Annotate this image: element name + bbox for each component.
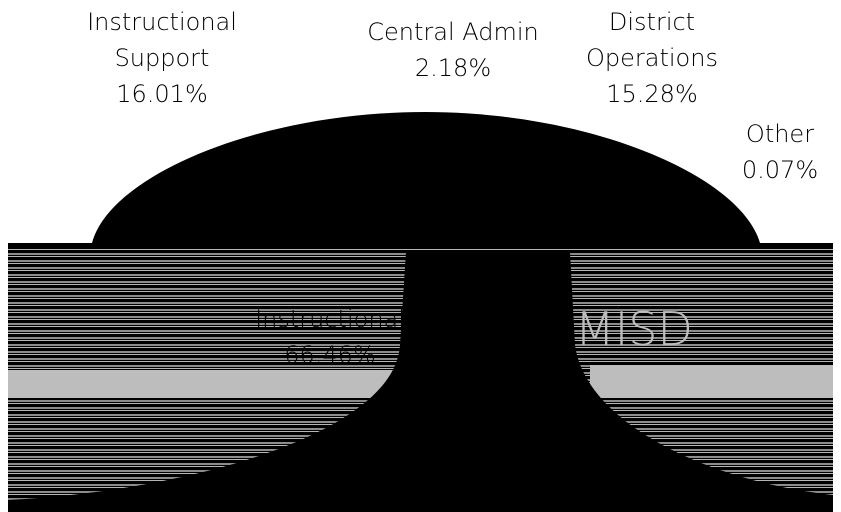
slice-label-instructional-support: Instructional Support 16.01% (87, 8, 237, 108)
slice-label-line: 15.28% (606, 80, 698, 108)
slice-label-line: Central Admin (367, 18, 539, 46)
slice-label-district-operations: District Operations 15.28% (586, 8, 718, 108)
slice-labels: Instructional 66.46% Instructional Support 1… (87, 8, 818, 369)
pie-top-surface (92, 112, 760, 243)
slice-label-line: Instructional (87, 8, 237, 36)
slice-label-line: Instructional (255, 305, 405, 333)
pie-side-highlight-left (8, 370, 398, 398)
slice-label-line: Operations (586, 44, 718, 72)
slice-label-line: Other (746, 120, 814, 148)
pie-center-funnel (8, 252, 833, 512)
slice-label-central-admin: Central Admin 2.18% (367, 18, 539, 82)
slice-label-line: 0.07% (742, 156, 818, 184)
slice-label-line: 66.46% (284, 341, 376, 369)
slice-label-line: 16.01% (116, 80, 208, 108)
pie-rim (8, 243, 833, 249)
slice-label-other: Other 0.07% (742, 120, 818, 184)
pie-side-highlight-right (590, 365, 833, 398)
center-label: MISD (575, 302, 693, 356)
slice-label-line: District (609, 8, 695, 36)
slice-label-line: 2.18% (415, 54, 491, 82)
slice-label-instructional: Instructional 66.46% (255, 305, 405, 369)
slice-label-line: Support (115, 44, 210, 72)
